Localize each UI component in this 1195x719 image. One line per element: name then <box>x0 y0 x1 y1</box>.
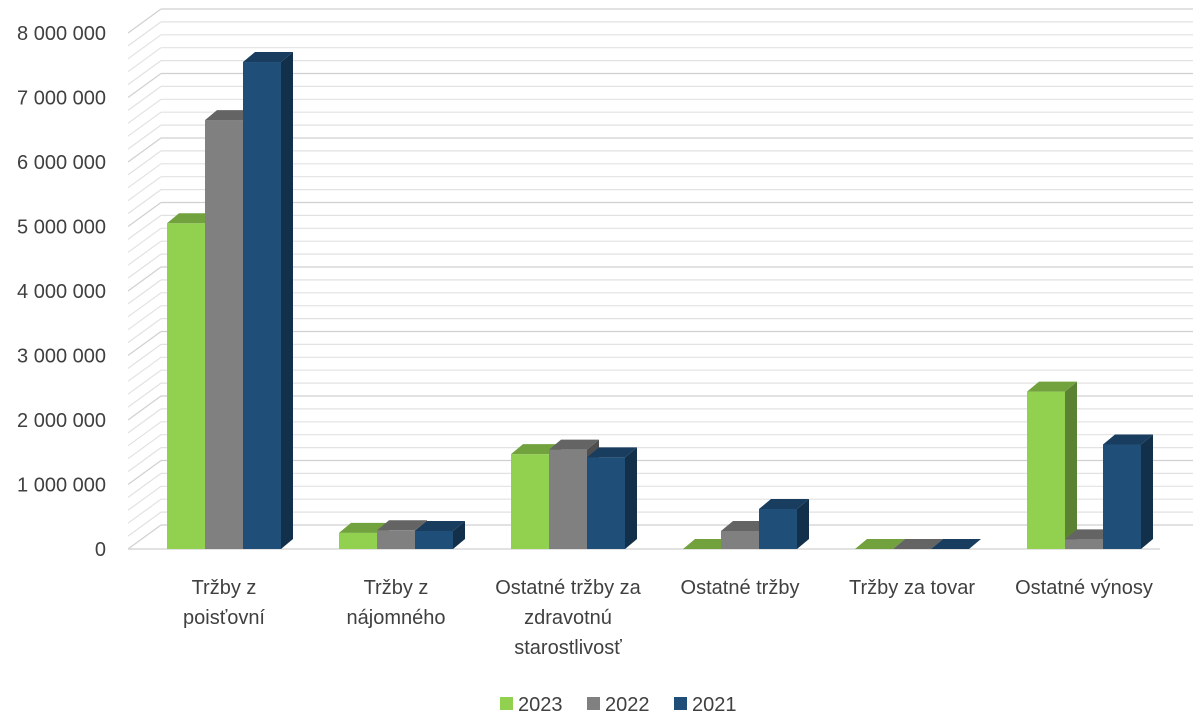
gridline-minor <box>127 163 1193 189</box>
bar-2021 <box>931 539 981 549</box>
bar-2021 <box>759 499 809 549</box>
legend-swatch <box>587 697 600 710</box>
bars <box>167 52 1153 550</box>
gridline-major <box>127 266 1193 292</box>
x-axis: Tržby z poisťovní Tržby z nájomného Ostatné … <box>183 577 1153 659</box>
y-tick-label: 3 000 000 <box>17 346 106 368</box>
legend-item-2023: 2023 <box>500 694 563 716</box>
bar-2021 <box>587 447 637 549</box>
legend-swatch <box>500 697 513 710</box>
legend: 2023 2022 2021 <box>500 694 737 716</box>
gridline-minor <box>127 447 1193 473</box>
y-tick-label: 1 000 000 <box>17 475 106 497</box>
x-category-label: Ostatné tržby za zdravotnú starostlivosť <box>495 577 641 659</box>
x-category-label: Tržby z nájomného <box>347 577 446 629</box>
gridline-minor <box>127 408 1193 434</box>
gridline-minor <box>127 382 1193 408</box>
gridline-minor <box>127 59 1193 86</box>
y-tick-label: 6 000 000 <box>17 152 106 174</box>
gridline-minor <box>127 21 1193 47</box>
bar-2023 <box>683 539 733 549</box>
gridline-minor <box>127 111 1193 137</box>
gridline-minor <box>127 421 1193 447</box>
bar-2021 <box>243 52 293 550</box>
gridline-minor <box>127 485 1193 511</box>
legend-item-2021: 2021 <box>674 694 737 716</box>
gridline-minor <box>127 279 1193 305</box>
gridline-major <box>127 330 1193 356</box>
legend-item-2022: 2022 <box>587 694 650 716</box>
gridline-minor <box>127 124 1193 150</box>
gridline-minor <box>127 85 1193 111</box>
gridline-minor <box>127 150 1193 176</box>
legend-swatch <box>674 697 687 710</box>
gridline-minor <box>127 176 1193 202</box>
y-tick-label: 4 000 000 <box>17 281 106 303</box>
y-tick-label: 5 000 000 <box>17 217 106 239</box>
bar-2021 <box>1103 434 1153 549</box>
gridline-major <box>127 137 1193 163</box>
gridline-minor <box>127 240 1193 266</box>
gridline-minor <box>127 292 1193 318</box>
gridline-minor <box>127 472 1193 498</box>
legend-label: 2021 <box>692 694 737 716</box>
gridline-minor <box>127 356 1193 382</box>
bar-2021 <box>415 520 465 549</box>
gridline-minor <box>127 227 1193 253</box>
gridline-major <box>127 524 1193 550</box>
gridline-major <box>127 72 1193 98</box>
x-category-label: Tržby z poisťovní <box>183 577 265 629</box>
gridline-minor <box>127 214 1193 240</box>
bar-2023 <box>855 539 905 549</box>
gridline-minor <box>127 47 1193 73</box>
gridline-major <box>127 201 1193 227</box>
bar-2022 <box>893 539 943 549</box>
gridline-minor <box>127 511 1193 537</box>
gridline-minor <box>127 98 1193 124</box>
gridline-major <box>127 395 1193 421</box>
gridline-minor <box>127 369 1193 395</box>
legend-label: 2023 <box>518 694 563 716</box>
gridline-minor <box>127 343 1193 369</box>
y-tick-label: 2 000 000 <box>17 410 106 432</box>
gridline-major <box>127 459 1193 485</box>
chart-back-wall <box>127 8 1193 550</box>
x-category-label: Ostatné tržby <box>681 577 800 599</box>
gridline-minor <box>127 318 1193 344</box>
legend-label: 2022 <box>605 694 650 716</box>
gridline-minor <box>127 189 1193 215</box>
gridline-minor <box>127 434 1193 460</box>
gridline-major <box>127 8 1193 34</box>
x-category-label: Tržby za tovar <box>849 577 975 599</box>
bar-2023 <box>1027 381 1077 549</box>
gridline-minor <box>127 498 1193 524</box>
y-tick-label: 8 000 000 <box>17 23 106 45</box>
y-axis: 0 1 000 000 2 000 000 3 000 000 4 000 000 5 0… <box>17 23 106 561</box>
x-category-label: Ostatné výnosy <box>1015 577 1153 599</box>
gridline-minor <box>127 34 1193 60</box>
gridline-minor <box>127 305 1193 331</box>
gridline-minor <box>127 253 1193 279</box>
y-tick-label: 7 000 000 <box>17 88 106 110</box>
y-tick-label: 0 <box>95 539 106 561</box>
